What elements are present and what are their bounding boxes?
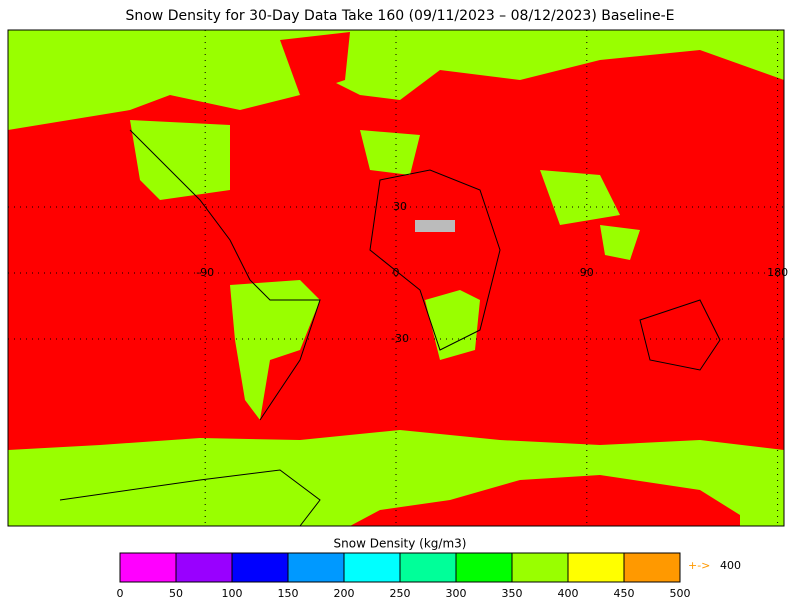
tick-label: 450 (614, 587, 635, 600)
overflow-value: 400 (720, 559, 741, 572)
color-bin (512, 553, 568, 582)
lon-label: 0 (393, 266, 400, 279)
lon-label: 90 (580, 266, 594, 279)
color-bin (232, 553, 288, 582)
tick-label: 350 (502, 587, 523, 600)
color-bin (344, 553, 400, 582)
lat-label: -30 (391, 332, 409, 345)
color-bin (120, 553, 176, 582)
color-bin (624, 553, 680, 582)
tick-label: 50 (169, 587, 183, 600)
color-bin (176, 553, 232, 582)
no-data (415, 220, 455, 232)
tick-label: 100 (222, 587, 243, 600)
green-region (600, 225, 640, 260)
color-bin (456, 553, 512, 582)
tick-label: 200 (334, 587, 355, 600)
color-bin (400, 553, 456, 582)
map-frame (7, 29, 785, 527)
coastline (129, 129, 321, 421)
tick-label: 500 (670, 587, 691, 600)
green-region (360, 130, 420, 175)
lon-label: -90 (196, 266, 214, 279)
tick-label: 400 (558, 587, 579, 600)
coastline (59, 469, 321, 527)
red-region (350, 475, 740, 526)
tick-label: 150 (278, 587, 299, 600)
colorbar-label: Snow Density (kg/m3) (334, 537, 467, 551)
green-region (230, 280, 320, 420)
tick-label: 300 (446, 587, 467, 600)
coastline (639, 299, 721, 371)
coastline (369, 169, 501, 351)
color-bin (568, 553, 624, 582)
tick-label: 250 (390, 587, 411, 600)
green-region (425, 290, 480, 360)
green-region (540, 170, 620, 225)
title: Snow Density for 30-Day Data Take 160 (0… (125, 8, 674, 24)
overflow-marker: +-> (688, 559, 710, 572)
tick-label: 0 (117, 587, 124, 600)
map: -90 0 90 180 30 -30 (7, 29, 788, 527)
colorbar: 0 50 100 150 200 250 300 350 400 450 500 (117, 552, 691, 600)
color-bin (288, 553, 344, 582)
graticule: -90 0 90 180 30 -30 (8, 30, 788, 526)
lon-label: 180 (767, 266, 788, 279)
red-region (280, 32, 350, 95)
lat-label: 30 (393, 200, 407, 213)
